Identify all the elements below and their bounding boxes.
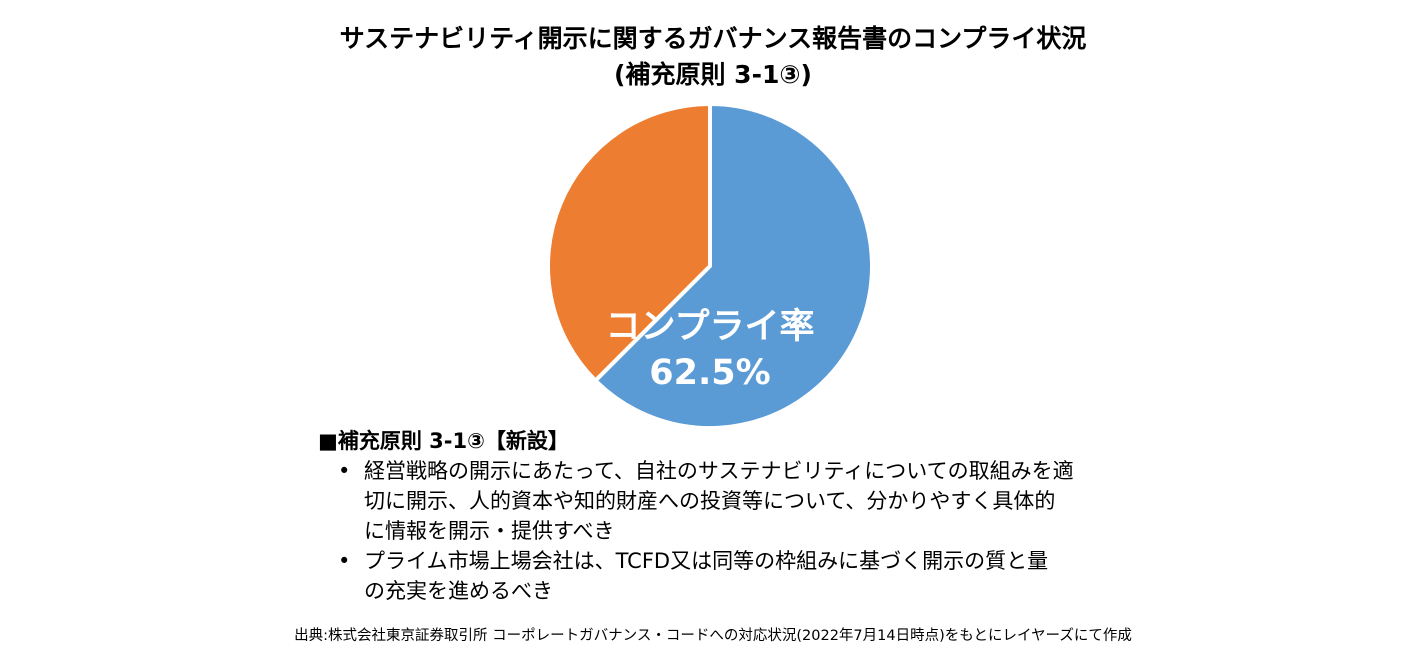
notes-section: ■補充原則 3-1③【新設】 • 経営戦略の開示にあたって、自社のサステナビリテ…	[318, 426, 1118, 606]
bullet-line: 切に開示、人的資本や知的財産への投資等について、分かりやすく具体的	[364, 489, 1056, 513]
notes-heading: ■補充原則 3-1③【新設】	[318, 429, 569, 453]
bullet-item: • プライム市場上場会社は、TCFD又は同等の枠組みに基づく開示の質と量 の充実…	[318, 546, 1118, 606]
bullet-line: プライム市場上場会社は、TCFD又は同等の枠組みに基づく開示の質と量	[364, 549, 1049, 573]
bullet-line: の充実を進めるべき	[364, 579, 553, 603]
pie-slice-0	[593, 102, 875, 430]
pie-slice-1	[546, 102, 712, 383]
bullet-line: に情報を開示・提供すべき	[364, 519, 615, 543]
bullet-item: • 経営戦略の開示にあたって、自社のサステナビリティについての取組みを適 切に開…	[318, 456, 1118, 546]
slice-label-compliance: コンプライ率	[606, 307, 815, 347]
bullet-line: 経営戦略の開示にあたって、自社のサステナビリティについての取組みを適	[364, 459, 1074, 483]
chart-title: サステナビリティ開示に関するガバナンス報告書のコンプライ状況	[339, 24, 1087, 53]
slice-value-compliance: 62.5%	[649, 353, 770, 393]
bullet-dot: •	[338, 549, 351, 573]
bullet-dot: •	[338, 459, 351, 483]
source-note: 出典:株式会社東京証券取引所 コーポレートガバナンス・コードへの対応状況(202…	[294, 628, 1132, 644]
chart-subtitle: (補充原則 3-1③)	[614, 60, 812, 89]
pie-chart: コンプライ率 62.5%	[546, 102, 875, 430]
